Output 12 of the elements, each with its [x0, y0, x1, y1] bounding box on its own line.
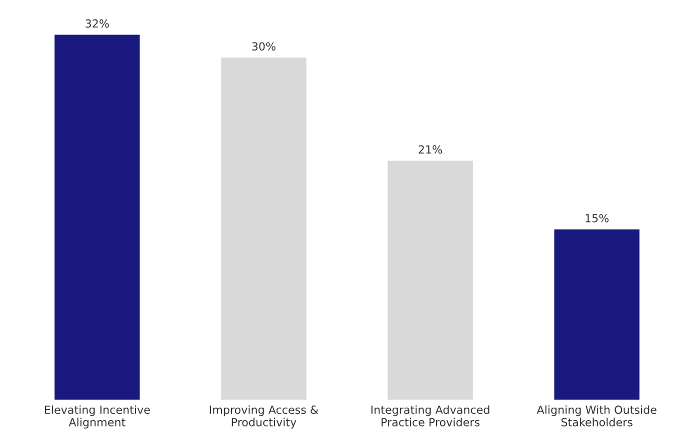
x-tick-label: Integrating Advanced Practice Providers	[371, 405, 490, 426]
data-label: 21%	[418, 145, 442, 154]
data-label: 15%	[586, 214, 609, 222]
x-tick-label: Aligning With Outside Stakeholders	[536, 405, 656, 426]
bar	[53, 33, 142, 400]
bar	[220, 56, 308, 400]
x-tick-label: Elevating Incentive Alignment	[44, 405, 150, 429]
data-label: 30%	[252, 42, 276, 51]
data-label: 32%	[86, 19, 109, 28]
x-tick-label: Improving Access & Productivity	[210, 405, 318, 429]
bar	[552, 228, 641, 400]
bar	[386, 159, 474, 400]
